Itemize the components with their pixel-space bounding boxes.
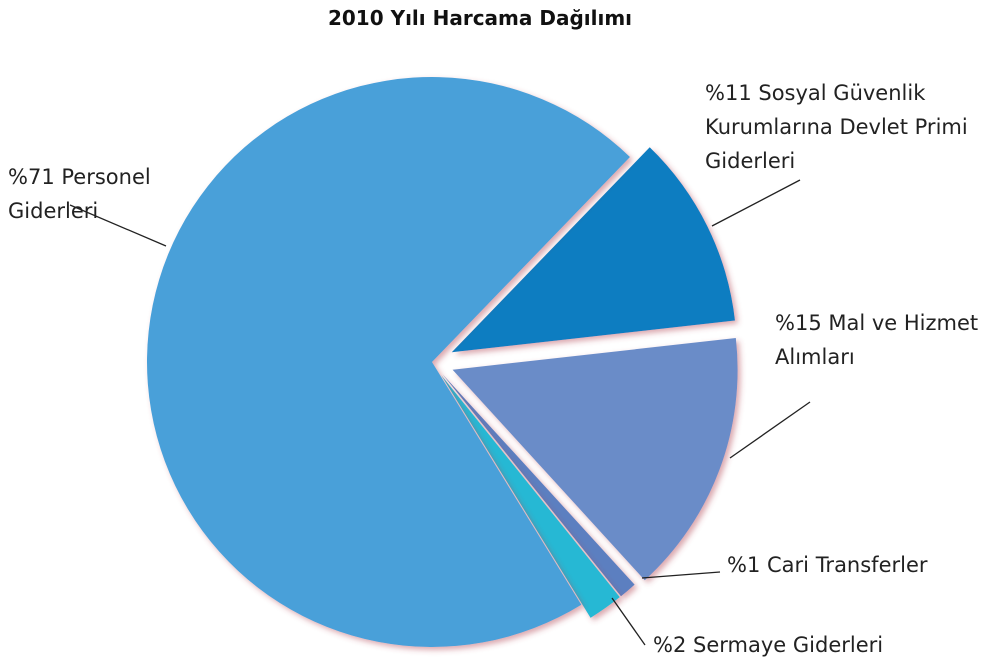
- leader-line: [611, 597, 646, 646]
- value-label: %1: [727, 553, 761, 577]
- category-label: Sosyal Güvenlik Kurumlarına Devlet Primi…: [705, 81, 968, 173]
- category-label: Cari Transferler: [767, 553, 928, 577]
- category-label: Mal ve Hizmet Alımları: [775, 311, 979, 369]
- slice-label: %2 Sermaye Giderleri: [653, 628, 953, 662]
- pie-slice: [441, 375, 620, 618]
- pie-slice: [442, 374, 635, 597]
- pie-slice: [451, 147, 735, 353]
- leader-line: [641, 571, 721, 579]
- value-label: %15: [775, 311, 822, 335]
- pie: [146, 77, 738, 647]
- value-label: %71: [8, 165, 55, 189]
- leader-line: [729, 401, 811, 459]
- chart-title: 2010 Yılı Harcama Dağılımı: [327, 6, 633, 30]
- category-label: Personel Giderleri: [8, 165, 151, 223]
- value-label: %2: [653, 633, 687, 657]
- leader-line: [711, 179, 801, 227]
- slice-label: %1 Cari Transferler: [727, 548, 1006, 582]
- slice-label: %11 Sosyal Güvenlik Kurumlarına Devlet P…: [705, 76, 1000, 178]
- pie-slice: [452, 337, 738, 581]
- value-label: %11: [705, 81, 752, 105]
- category-label: Sermaye Giderleri: [693, 633, 884, 657]
- leader-line: [69, 204, 167, 247]
- slice-label: %71 Personel Giderleri: [8, 160, 188, 228]
- pie-slice: [146, 77, 630, 647]
- slice-label: %15 Mal ve Hizmet Alımları: [775, 306, 1005, 374]
